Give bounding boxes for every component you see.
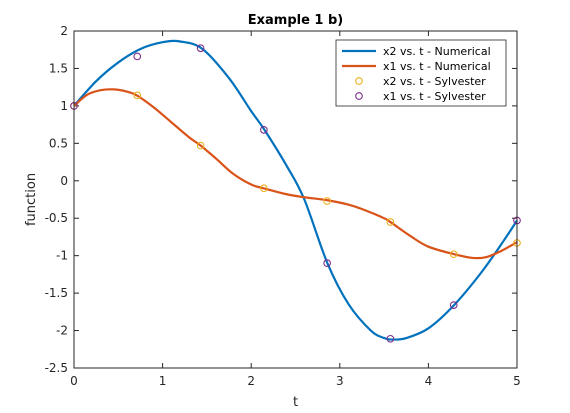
series-lines	[73, 39, 518, 341]
x-tick-label: 5	[513, 374, 521, 388]
data-point-series-2	[449, 250, 458, 259]
legend: x2 vs. t - Numerical x1 vs. t - Numerical…	[335, 39, 507, 107]
x-tick-label: 3	[336, 374, 344, 388]
y-axis-label: function	[24, 173, 39, 226]
x-axis-label: t	[293, 395, 298, 410]
legend-label-3: x1 vs. t - Sylvester	[383, 90, 486, 103]
y-axis-ticks: -2.5 -2 -1.5 -1 -0.5 0 0.5 1 1.5 2	[45, 24, 517, 375]
axes-box	[73, 30, 518, 369]
y-tick-label: 0	[60, 174, 68, 188]
y-tick-label: -1	[56, 249, 68, 263]
y-tick-label: 0.5	[49, 136, 68, 150]
y-tick-label: 1.5	[49, 61, 68, 75]
chart-title: Example 1 b)	[248, 13, 344, 28]
data-point-series-3	[196, 44, 205, 53]
legend-swatch-2	[355, 77, 363, 85]
data-point-series-3	[386, 334, 395, 343]
data-point-series-3	[323, 259, 331, 268]
y-tick-label: 2	[60, 24, 68, 38]
series-line-1	[73, 88, 518, 260]
legend-label-1: x1 vs. t - Numerical	[383, 60, 491, 73]
y-tick-label: -1.5	[45, 286, 68, 300]
data-point-series-3	[260, 126, 268, 134]
x-axis-ticks: 0 1 2 3 4 5	[70, 31, 521, 388]
x-tick-label: 4	[425, 374, 433, 388]
y-tick-label: -2	[56, 324, 68, 338]
data-point-series-3	[449, 301, 458, 309]
y-tick-label: -2.5	[45, 361, 68, 375]
x-tick-label: 1	[159, 374, 167, 388]
legend-label-0: x2 vs. t - Numerical	[383, 45, 491, 58]
series-line-0	[73, 39, 518, 341]
data-point-series-2	[386, 218, 395, 226]
y-tick-label: 1	[60, 99, 68, 113]
y-tick-label: -0.5	[45, 211, 68, 225]
data-point-series-2	[323, 197, 331, 205]
x-tick-label: 2	[247, 374, 255, 388]
data-point-series-2	[133, 91, 142, 100]
data-point-series-2	[196, 141, 205, 150]
x-tick-label: 0	[70, 374, 78, 388]
data-point-series-3	[133, 52, 142, 61]
data-point-series-2	[260, 184, 268, 193]
series-markers	[70, 44, 521, 343]
legend-label-2: x2 vs. t - Sylvester	[383, 75, 486, 88]
legend-swatch-3	[355, 92, 363, 100]
